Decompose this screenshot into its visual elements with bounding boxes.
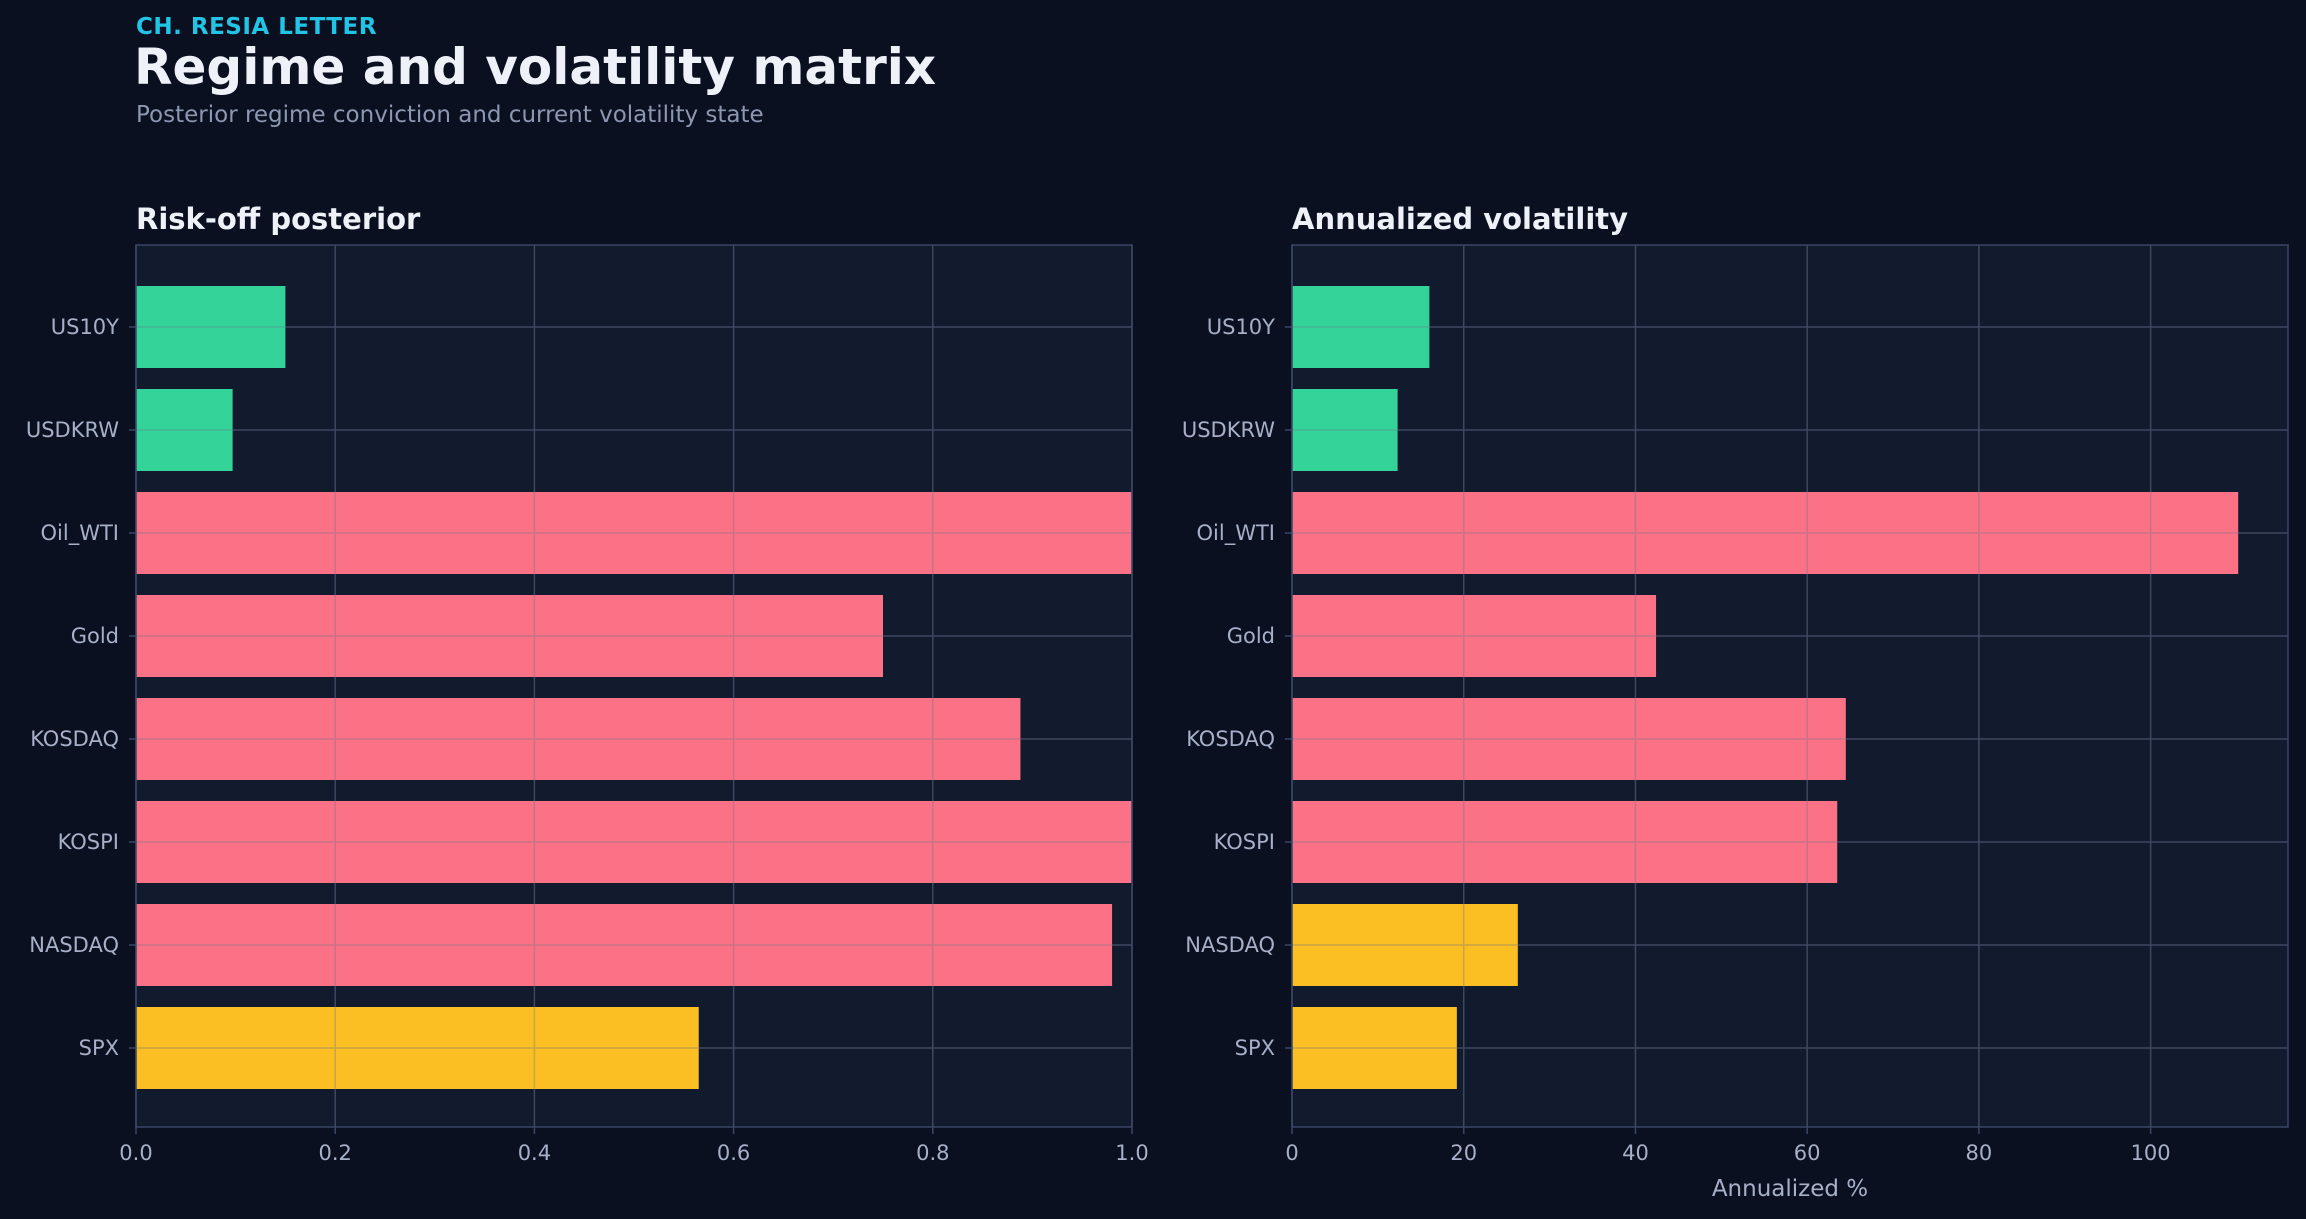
y-category-label: NASDAQ (29, 933, 119, 957)
bar-kospi (1292, 801, 1838, 883)
bar-usdkrw (136, 389, 233, 471)
annualized-volatility-panel: Annualized volatility 0 20 40 60 80 100 US10Y U… (1182, 202, 2289, 1202)
x-tick-label: 0.8 (916, 1141, 949, 1165)
y-category-label: KOSDAQ (30, 727, 119, 751)
bar-us10y (136, 286, 286, 368)
x-tick-label: 80 (1966, 1141, 1993, 1165)
plot-frame (135, 244, 1133, 1128)
y-category-label: US10Y (51, 315, 119, 339)
plot-frame (1291, 244, 2289, 1128)
x-tick-label: 0.4 (518, 1141, 551, 1165)
y-category-label: Gold (71, 624, 119, 648)
x-tick-label: 0 (1285, 1141, 1298, 1165)
bar-gold (136, 595, 883, 677)
y-category-label: NASDAQ (1185, 933, 1275, 957)
x-tick-label: 0.6 (717, 1141, 750, 1165)
y-category-label: Gold (1227, 624, 1275, 648)
x-tick-label: 0.0 (119, 1141, 152, 1165)
bar-oil-wti (136, 492, 1132, 574)
y-category-label: KOSPI (58, 830, 119, 854)
bar-spx (136, 1007, 699, 1089)
y-category-label: USDKRW (1182, 418, 1275, 442)
panel-title-risk-off: Risk-off posterior (136, 202, 421, 236)
bar-spx (1292, 1007, 1457, 1089)
y-category-label: Oil_WTI (1197, 521, 1275, 546)
y-category-label: SPX (1235, 1036, 1275, 1060)
bar-kosdaq (136, 698, 1021, 780)
plot-area (1292, 245, 2288, 1127)
bar-nasdaq (1292, 904, 1518, 986)
kicker-label: CH. RESIA LETTER (136, 14, 377, 40)
bar-oil-wti (1292, 492, 2239, 574)
x-tick-label: 60 (1794, 1141, 1821, 1165)
bar-nasdaq (136, 904, 1113, 986)
plot-area (136, 245, 1132, 1127)
y-category-label: KOSDAQ (1186, 727, 1275, 751)
x-tick-label: 40 (1622, 1141, 1649, 1165)
bar-usdkrw (1292, 389, 1398, 471)
risk-off-posterior-panel: Risk-off posterior 0.0 0.2 0.4 0.6 0.8 1.0 US1… (26, 202, 1149, 1165)
bar-kospi (136, 801, 1132, 883)
y-category-label: Oil_WTI (41, 521, 119, 546)
x-tick-label: 0.2 (318, 1141, 351, 1165)
x-tick-label: 1.0 (1115, 1141, 1148, 1165)
y-category-label: USDKRW (26, 418, 119, 442)
page-subtitle: Posterior regime conviction and current … (136, 102, 764, 128)
bar-us10y (1292, 286, 1430, 368)
panel-title-volatility: Annualized volatility (1292, 202, 1628, 236)
y-category-label: US10Y (1207, 315, 1275, 339)
x-axis-label: Annualized % (1712, 1176, 1868, 1202)
bar-gold (1292, 595, 1657, 677)
y-category-label: KOSPI (1214, 830, 1275, 854)
page-title: Regime and volatility matrix (134, 38, 937, 96)
x-tick-label: 100 (2131, 1141, 2171, 1165)
bar-kosdaq (1292, 698, 1846, 780)
y-category-label: SPX (79, 1036, 119, 1060)
x-tick-label: 20 (1450, 1141, 1477, 1165)
